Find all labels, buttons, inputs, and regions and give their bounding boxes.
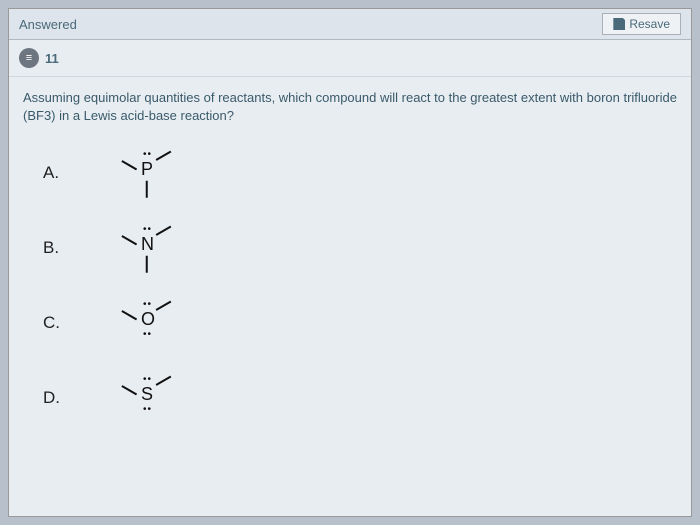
bond-icon [156,151,171,161]
answer-option[interactable]: A. •• P [43,145,677,200]
quiz-screen: Answered Resave ≡ 11 Assuming equimolar … [8,8,692,517]
central-atom: P [141,159,153,180]
central-atom: N [141,234,154,255]
bond-icon [122,385,137,395]
question-header: ≡ 11 [9,40,691,77]
answer-option[interactable]: C. •• O •• [43,295,677,350]
resave-label: Resave [629,17,670,31]
badge-icon: ≡ [19,48,39,68]
question-badge: ≡ 11 [19,48,59,68]
answer-option[interactable]: B. •• N [43,220,677,275]
option-letter: B. [43,238,103,258]
lone-pair-icon: •• [143,329,152,340]
central-atom: S [141,384,153,405]
bond-icon [146,181,148,198]
header-bar: Answered Resave [9,9,691,40]
bond-icon [122,160,137,170]
molecule-structure: •• S •• [103,370,193,425]
answer-option[interactable]: D. •• S •• [43,370,677,425]
question-number: 11 [45,51,59,66]
molecule-structure: •• N [103,220,193,275]
molecule-structure: •• P [103,145,193,200]
lone-pair-icon: •• [143,404,152,415]
molecule-structure: •• O •• [103,295,193,350]
status-label: Answered [19,17,77,32]
option-letter: C. [43,313,103,333]
central-atom: O [141,309,155,330]
question-body: Assuming equimolar quantities of reactan… [9,77,691,516]
bond-icon [156,226,171,236]
option-letter: D. [43,388,103,408]
bond-icon [122,310,137,320]
bond-icon [156,301,171,311]
bond-icon [156,376,171,386]
resave-button[interactable]: Resave [602,13,681,35]
question-text: Assuming equimolar quantities of reactan… [23,89,677,125]
answer-list: A. •• P B. •• N [23,145,677,425]
option-letter: A. [43,163,103,183]
bond-icon [146,256,148,273]
save-icon [613,18,625,30]
bond-icon [122,235,137,245]
